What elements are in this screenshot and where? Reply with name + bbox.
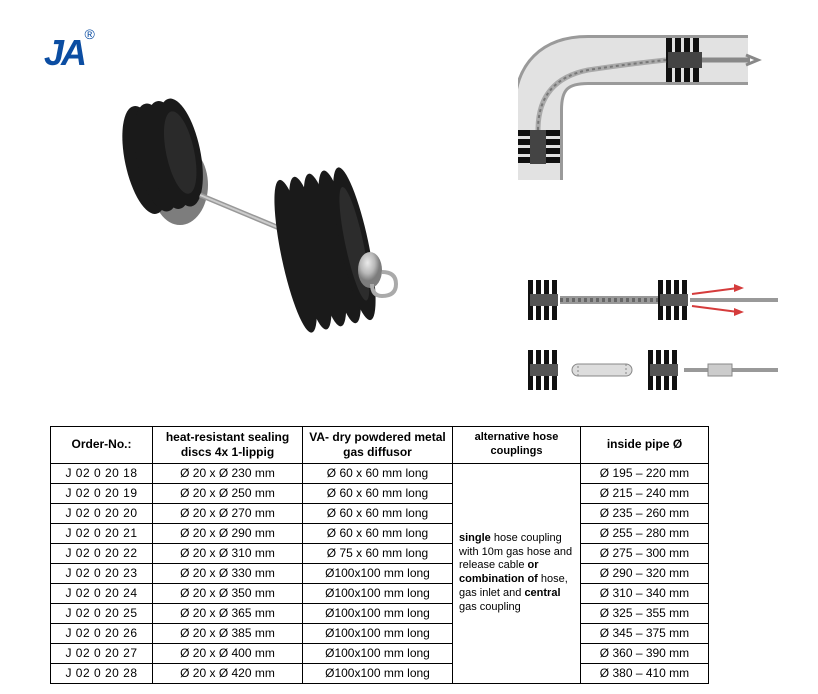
cell-discs: Ø 20 x Ø 385 mm [153, 623, 303, 643]
cell-order: J 02 0 20 26 [51, 623, 153, 643]
th-alt: alternative hose couplings [453, 427, 581, 464]
cell-pipe: Ø 215 – 240 mm [581, 483, 709, 503]
th-discs: heat-resistant sealing discs 4x 1-lippig [153, 427, 303, 464]
cell-pipe: Ø 275 – 300 mm [581, 543, 709, 563]
table-row: J 02 0 20 28Ø 20 x Ø 420 mmØ100x100 mm l… [51, 663, 709, 683]
cell-discs: Ø 20 x Ø 365 mm [153, 603, 303, 623]
table-row: J 02 0 20 22Ø 20 x Ø 310 mmØ 75 x 60 mm … [51, 543, 709, 563]
table-row: J 02 0 20 25Ø 20 x Ø 365 mmØ100x100 mm l… [51, 603, 709, 623]
cell-discs: Ø 20 x Ø 400 mm [153, 643, 303, 663]
cell-diffusor: Ø 60 x 60 mm long [303, 463, 453, 483]
cell-pipe: Ø 380 – 410 mm [581, 663, 709, 683]
cell-order: J 02 0 20 28 [51, 663, 153, 683]
spec-table: Order-No.: heat-resistant sealing discs … [50, 426, 709, 684]
cell-diffusor: Ø 75 x 60 mm long [303, 543, 453, 563]
th-order: Order-No.: [51, 427, 153, 464]
cell-pipe: Ø 235 – 260 mm [581, 503, 709, 523]
table-header-row: Order-No.: heat-resistant sealing discs … [51, 427, 709, 464]
cell-order: J 02 0 20 27 [51, 643, 153, 663]
cell-pipe: Ø 345 – 375 mm [581, 623, 709, 643]
cell-diffusor: Ø 60 x 60 mm long [303, 523, 453, 543]
cell-diffusor: Ø100x100 mm long [303, 603, 453, 623]
cell-order: J 02 0 20 18 [51, 463, 153, 483]
cell-pipe: Ø 310 – 340 mm [581, 583, 709, 603]
cell-discs: Ø 20 x Ø 270 mm [153, 503, 303, 523]
cell-pipe: Ø 325 – 355 mm [581, 603, 709, 623]
cell-diffusor: Ø 60 x 60 mm long [303, 503, 453, 523]
table-row: J 02 0 20 20Ø 20 x Ø 270 mmØ 60 x 60 mm … [51, 503, 709, 523]
cell-order: J 02 0 20 25 [51, 603, 153, 623]
cell-alt-couplings: single hose coupling with 10m gas hose a… [453, 463, 581, 683]
cell-order: J 02 0 20 24 [51, 583, 153, 603]
brand-logo: JA ® [44, 32, 99, 74]
cell-discs: Ø 20 x Ø 310 mm [153, 543, 303, 563]
cell-discs: Ø 20 x Ø 230 mm [153, 463, 303, 483]
th-pipe: inside pipe Ø [581, 427, 709, 464]
cell-diffusor: Ø100x100 mm long [303, 663, 453, 683]
table-row: J 02 0 20 18Ø 20 x Ø 230 mmØ 60 x 60 mm … [51, 463, 709, 483]
cell-diffusor: Ø100x100 mm long [303, 563, 453, 583]
cell-pipe: Ø 290 – 320 mm [581, 563, 709, 583]
cell-order: J 02 0 20 22 [51, 543, 153, 563]
cell-order: J 02 0 20 19 [51, 483, 153, 503]
cell-discs: Ø 20 x Ø 420 mm [153, 663, 303, 683]
cell-diffusor: Ø100x100 mm long [303, 583, 453, 603]
cell-order: J 02 0 20 21 [51, 523, 153, 543]
assembly-diagram [508, 270, 788, 400]
table-row: J 02 0 20 27Ø 20 x Ø 400 mmØ100x100 mm l… [51, 643, 709, 663]
cell-order: J 02 0 20 20 [51, 503, 153, 523]
cell-pipe: Ø 255 – 280 mm [581, 523, 709, 543]
brand-logo-text: JA [44, 32, 84, 74]
cell-order: J 02 0 20 23 [51, 563, 153, 583]
table-row: J 02 0 20 26Ø 20 x Ø 385 mmØ100x100 mm l… [51, 623, 709, 643]
product-photo [50, 90, 450, 370]
pipe-elbow-diagram [518, 30, 778, 200]
registered-icon: ® [84, 26, 94, 42]
cell-discs: Ø 20 x Ø 350 mm [153, 583, 303, 603]
cell-discs: Ø 20 x Ø 250 mm [153, 483, 303, 503]
th-diffusor: VA- dry powdered metal gas diffusor [303, 427, 453, 464]
cell-discs: Ø 20 x Ø 290 mm [153, 523, 303, 543]
table-row: J 02 0 20 24Ø 20 x Ø 350 mmØ100x100 mm l… [51, 583, 709, 603]
cell-diffusor: Ø 60 x 60 mm long [303, 483, 453, 503]
cell-pipe: Ø 360 – 390 mm [581, 643, 709, 663]
table-row: J 02 0 20 23Ø 20 x Ø 330 mmØ100x100 mm l… [51, 563, 709, 583]
cell-discs: Ø 20 x Ø 330 mm [153, 563, 303, 583]
table-row: J 02 0 20 19Ø 20 x Ø 250 mmØ 60 x 60 mm … [51, 483, 709, 503]
cell-diffusor: Ø100x100 mm long [303, 623, 453, 643]
cell-pipe: Ø 195 – 220 mm [581, 463, 709, 483]
table-row: J 02 0 20 21Ø 20 x Ø 290 mmØ 60 x 60 mm … [51, 523, 709, 543]
cell-diffusor: Ø100x100 mm long [303, 643, 453, 663]
